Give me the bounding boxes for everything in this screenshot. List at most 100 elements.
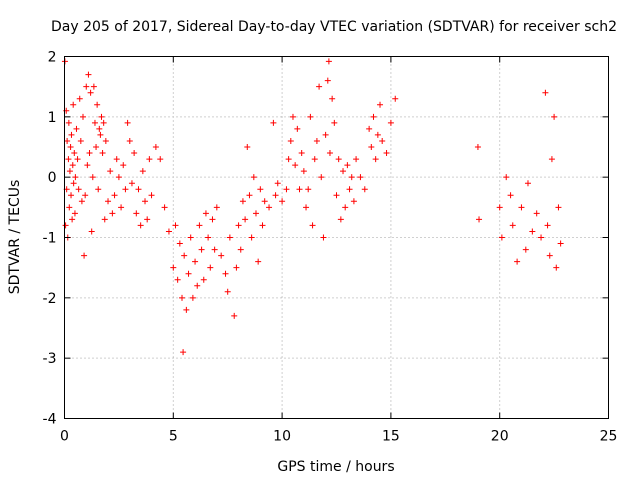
data-point	[335, 156, 342, 163]
data-point	[105, 198, 112, 205]
data-point	[235, 222, 242, 229]
data-point	[126, 137, 133, 144]
data-points	[61, 58, 564, 356]
x-axis-label: GPS time / hours	[277, 459, 394, 475]
data-point	[200, 276, 207, 283]
data-point	[474, 144, 481, 150]
data-point	[88, 228, 95, 235]
data-point	[69, 162, 76, 169]
data-point	[342, 204, 349, 211]
data-point	[476, 216, 483, 223]
y-tick-label: -3	[43, 351, 57, 367]
data-point	[370, 113, 377, 120]
data-point	[237, 246, 244, 253]
data-point	[248, 234, 255, 241]
y-tick-label: 0	[48, 170, 57, 186]
data-point	[348, 174, 355, 181]
data-point	[69, 216, 76, 223]
data-point	[503, 174, 510, 181]
data-point	[101, 216, 108, 223]
data-point	[239, 198, 246, 205]
data-point	[71, 210, 78, 217]
data-point	[89, 174, 96, 181]
data-point	[196, 222, 203, 229]
data-point	[329, 95, 336, 102]
data-point	[83, 83, 90, 90]
data-point	[261, 198, 268, 205]
data-point	[91, 119, 98, 126]
data-point	[94, 101, 101, 108]
data-point	[65, 156, 72, 163]
data-point	[118, 204, 125, 211]
data-point	[98, 113, 105, 120]
data-point	[205, 234, 212, 241]
data-point	[316, 83, 323, 90]
data-point	[557, 240, 564, 247]
data-point	[72, 174, 79, 181]
data-point	[209, 216, 216, 223]
data-point	[509, 222, 516, 229]
data-point	[96, 125, 103, 132]
data-point	[305, 186, 312, 193]
data-point	[64, 137, 71, 144]
data-point	[78, 198, 85, 205]
data-point	[148, 192, 155, 199]
data-point	[62, 222, 69, 229]
data-point	[170, 264, 177, 271]
data-point	[71, 150, 78, 157]
data-point	[546, 252, 553, 259]
data-point	[86, 150, 93, 157]
chart-title: Day 205 of 2017, Sidereal Day-to-day VTE…	[51, 19, 617, 35]
data-point	[75, 186, 82, 193]
data-point	[87, 89, 94, 96]
data-point	[93, 144, 100, 150]
data-point	[113, 156, 120, 163]
data-point	[300, 168, 307, 175]
data-point	[183, 306, 190, 313]
data-point	[128, 180, 135, 187]
data-point	[337, 216, 344, 223]
data-point	[144, 216, 151, 223]
data-point	[233, 264, 240, 271]
data-point	[176, 240, 183, 247]
data-point	[109, 210, 116, 217]
x-tick-label: 15	[382, 429, 400, 445]
data-point	[81, 252, 88, 259]
data-point	[522, 246, 529, 253]
data-point	[207, 264, 214, 271]
data-point	[272, 192, 279, 199]
data-point	[307, 113, 314, 120]
data-point	[73, 125, 80, 132]
data-point	[392, 95, 399, 102]
data-point	[124, 119, 131, 126]
data-point	[298, 150, 305, 157]
data-point	[165, 228, 172, 235]
data-point	[344, 162, 351, 169]
data-point	[244, 144, 251, 150]
data-point	[309, 222, 316, 229]
data-point	[514, 258, 521, 265]
data-point	[111, 192, 118, 199]
y-axis-ticks: -4 -3 -2 -1 0 1 2	[43, 50, 609, 428]
data-point	[99, 150, 106, 157]
data-point	[181, 252, 188, 259]
x-axis-ticks: 0 5 10 15 20 25	[60, 56, 617, 445]
data-point	[361, 186, 368, 193]
data-point	[548, 156, 555, 163]
data-point	[544, 222, 551, 229]
data-point	[157, 156, 164, 163]
data-point	[192, 258, 199, 265]
data-point	[79, 113, 86, 120]
data-point	[77, 137, 84, 144]
y-axis-label: SDTVAR / TECUs	[7, 180, 23, 295]
data-point	[213, 204, 220, 211]
data-point	[100, 119, 107, 126]
data-point	[377, 101, 384, 108]
data-point	[95, 186, 102, 193]
data-point	[350, 198, 357, 205]
data-point	[555, 204, 562, 211]
y-tick-label: 1	[48, 110, 57, 126]
y-tick-label: 2	[48, 50, 57, 66]
data-point	[296, 186, 303, 193]
